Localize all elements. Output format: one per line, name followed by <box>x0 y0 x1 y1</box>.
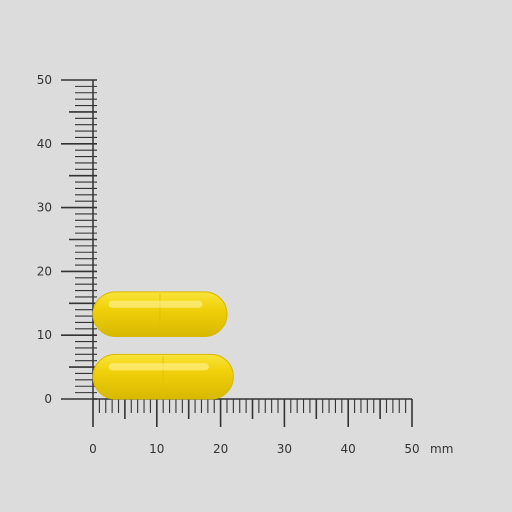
y-ruler-label: 20 <box>37 264 52 278</box>
unit-label: mm <box>430 442 453 456</box>
capsules <box>92 291 234 400</box>
horizontal-ruler <box>92 398 413 427</box>
x-ruler-label: 30 <box>277 442 292 456</box>
capsule-top <box>92 291 228 337</box>
x-ruler-label: 10 <box>149 442 164 456</box>
x-ruler-label: 0 <box>89 442 97 456</box>
y-ruler-label: 50 <box>37 73 52 87</box>
x-ruler-label: 40 <box>341 442 356 456</box>
x-ruler-label: 20 <box>213 442 228 456</box>
vertical-ruler <box>61 79 97 400</box>
vertical-ruler-labels: 0 10 20 30 40 50 <box>37 73 52 406</box>
y-ruler-label: 40 <box>37 137 52 151</box>
horizontal-ruler-labels: 0 10 20 30 40 50 <box>89 442 419 456</box>
y-ruler-label: 0 <box>44 392 52 406</box>
y-ruler-label: 30 <box>37 201 52 215</box>
x-ruler-label: 50 <box>404 442 419 456</box>
capsule-bottom <box>92 353 234 400</box>
y-ruler-label: 10 <box>37 328 52 342</box>
